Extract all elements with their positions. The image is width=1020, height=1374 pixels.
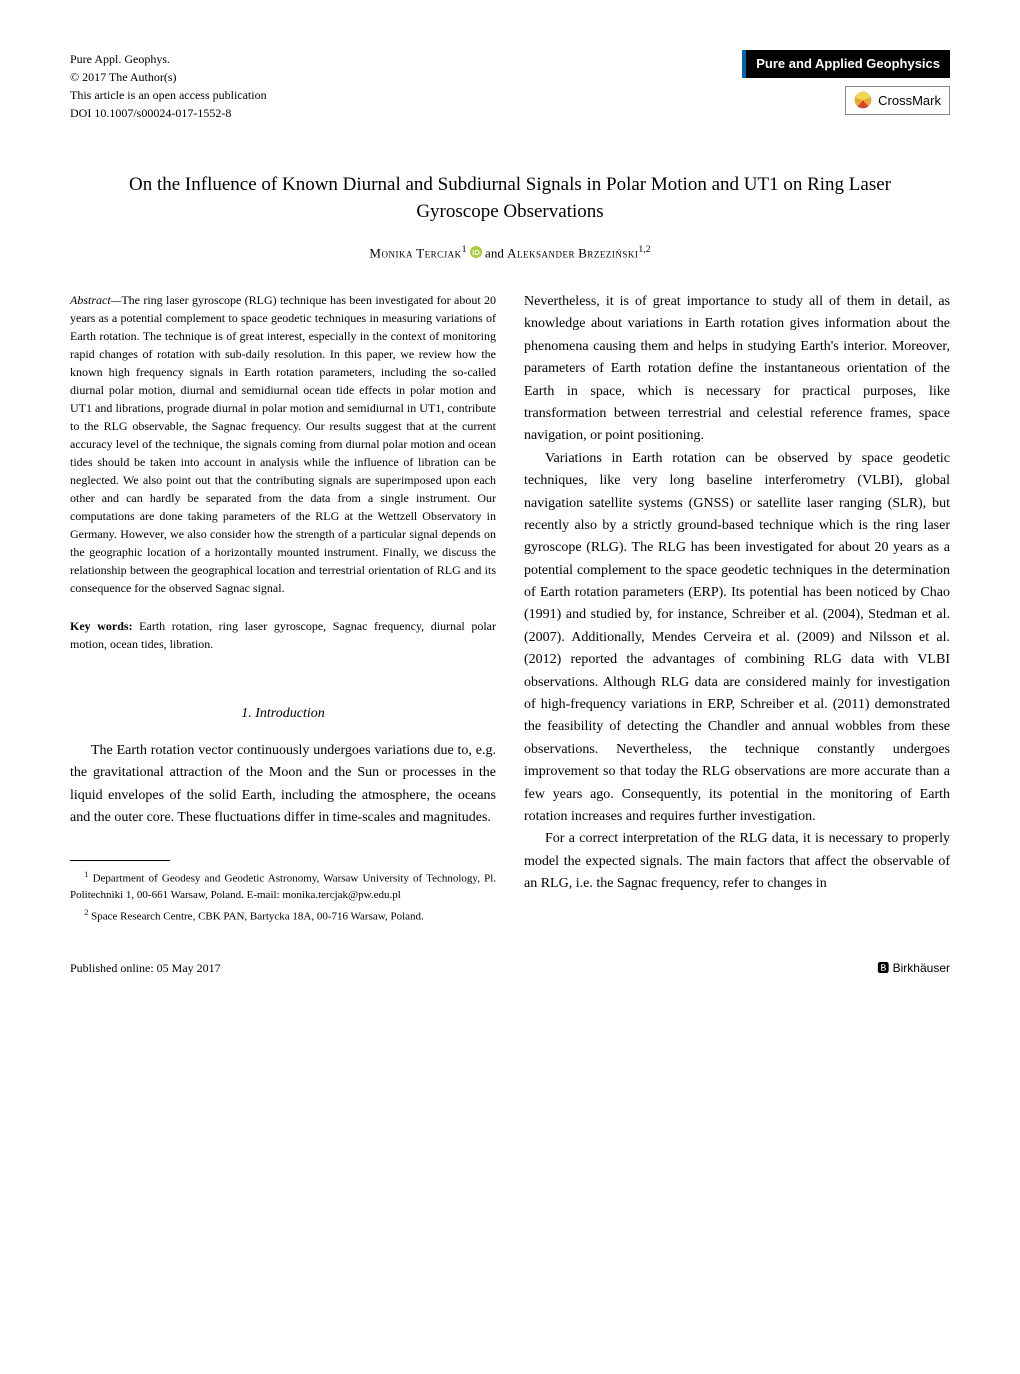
abstract-block: Abstract—The ring laser gyroscope (RLG) … <box>70 291 496 597</box>
header-badges: Pure and Applied Geophysics CrossMark <box>742 50 950 115</box>
intro-para3: Variations in Earth rotation can be obse… <box>524 448 950 829</box>
journal-header: Pure Appl. Geophys. © 2017 The Author(s)… <box>70 50 950 122</box>
crossmark-label: CrossMark <box>878 91 941 111</box>
keywords-text: Earth rotation, ring laser gyroscope, Sa… <box>70 619 496 651</box>
journal-banner: Pure and Applied Geophysics <box>742 50 950 78</box>
intro-para4: For a correct interpretation of the RLG … <box>524 828 950 895</box>
footnote-2: 2 Space Research Centre, CBK PAN, Bartyc… <box>70 907 496 925</box>
keywords-label: Key words: <box>70 619 133 633</box>
abstract-text: The ring laser gyroscope (RLG) technique… <box>70 293 496 595</box>
author2-first: Aleksander <box>507 246 575 261</box>
author1-affiliation: 1 <box>462 244 467 255</box>
crossmark-icon <box>854 91 872 109</box>
intro-para2: Nevertheless, it is of great importance … <box>524 291 950 448</box>
keywords-block: Key words: Earth rotation, ring laser gy… <box>70 617 496 653</box>
author2-last: Brzeziński <box>578 246 638 261</box>
copyright-line: © 2017 The Author(s) <box>70 68 267 86</box>
open-access-line: This article is an open access publicati… <box>70 86 267 104</box>
footnote-separator <box>70 860 170 861</box>
right-column: Nevertheless, it is of great importance … <box>524 291 950 929</box>
header-meta: Pure Appl. Geophys. © 2017 The Author(s)… <box>70 50 267 122</box>
two-column-body: Abstract—The ring laser gyroscope (RLG) … <box>70 291 950 929</box>
author1-first: Monika <box>369 246 413 261</box>
page-footer: Published online: 05 May 2017 🅱 Birkhäus… <box>70 959 950 977</box>
author1-last: Tercjak <box>416 246 461 261</box>
footnote-1-text: Department of Geodesy and Geodetic Astro… <box>70 872 496 901</box>
footnote-2-text: Space Research Centre, CBK PAN, Bartycka… <box>91 911 424 923</box>
authors-line: Monika Tercjak1 iD and Aleksander Brzezi… <box>70 243 950 263</box>
article-title: On the Influence of Known Diurnal and Su… <box>100 172 920 225</box>
published-online: Published online: 05 May 2017 <box>70 959 221 977</box>
section-heading-intro: 1. Introduction <box>70 703 496 724</box>
abstract-label: Abstract— <box>70 293 121 307</box>
publisher-name: Birkhäuser <box>893 961 950 975</box>
left-column: Abstract—The ring laser gyroscope (RLG) … <box>70 291 496 929</box>
journal-abbrev: Pure Appl. Geophys. <box>70 50 267 68</box>
footnote-1: 1 Department of Geodesy and Geodetic Ast… <box>70 869 496 904</box>
authors-and: and <box>485 246 504 261</box>
svg-text:iD: iD <box>472 248 480 257</box>
author2-affiliation: 1,2 <box>638 244 650 255</box>
doi-line: DOI 10.1007/s00024-017-1552-8 <box>70 104 267 122</box>
intro-para1: The Earth rotation vector continuously u… <box>70 740 496 830</box>
publisher-logo: 🅱 Birkhäuser <box>877 959 950 977</box>
orcid-icon[interactable]: iD <box>470 246 482 258</box>
publisher-symbol: 🅱 <box>877 961 889 975</box>
crossmark-badge[interactable]: CrossMark <box>845 86 950 116</box>
